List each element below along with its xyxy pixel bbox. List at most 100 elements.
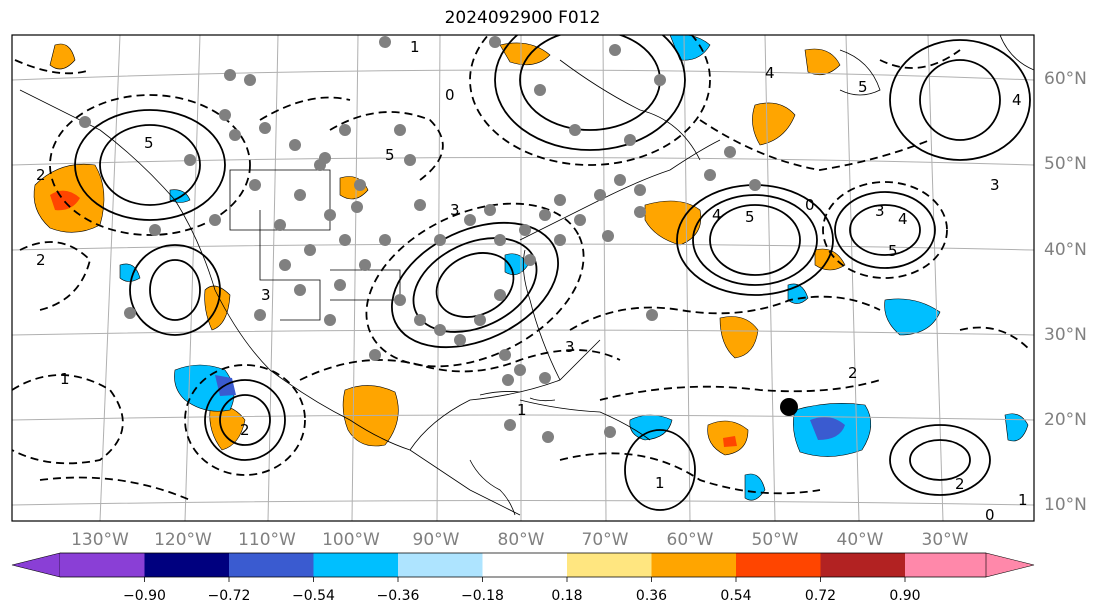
shade-cool xyxy=(884,298,941,336)
colorbar-tick-label: −0.54 xyxy=(292,588,335,604)
lon-label: 40°W xyxy=(837,530,884,550)
contour-label: 0 xyxy=(985,506,995,524)
colorbar-bin xyxy=(60,553,145,577)
contour-label: 4 xyxy=(898,210,908,228)
marker xyxy=(574,214,586,226)
marker xyxy=(634,206,646,218)
marker xyxy=(542,431,554,443)
marker xyxy=(339,234,351,246)
contour-label: 2 xyxy=(848,364,858,382)
colorbar-bin xyxy=(229,553,314,577)
marker xyxy=(394,124,406,136)
shade-cool xyxy=(744,473,766,501)
marker xyxy=(351,201,363,213)
lon-label: 100°W xyxy=(322,530,380,550)
marker xyxy=(434,234,446,246)
contour-label: 1 xyxy=(1018,491,1028,509)
marker xyxy=(324,209,336,221)
marker xyxy=(499,349,511,361)
colorbar-bin xyxy=(820,553,905,577)
marker xyxy=(464,214,476,226)
lon-label: 50°W xyxy=(752,530,799,550)
marker xyxy=(254,309,266,321)
lon-label: 70°W xyxy=(582,530,629,550)
contour-label: 5 xyxy=(888,242,898,260)
colorbar-tick-label: −0.90 xyxy=(123,588,166,604)
marker xyxy=(394,294,406,306)
marker xyxy=(494,289,506,301)
marker xyxy=(624,134,636,146)
shade-warm xyxy=(49,43,76,70)
contour-label: 4 xyxy=(765,64,775,82)
contour-label-layer: 1 2 4 5 0 3 5 4 2 3 5 4 5 1 2 3 4 3 5 0 … xyxy=(36,38,1028,524)
colorbar-bin xyxy=(905,553,986,577)
marker xyxy=(539,372,551,384)
marker xyxy=(334,279,346,291)
colorbar-tick-label: −0.72 xyxy=(208,588,251,604)
marker xyxy=(749,179,761,191)
marker xyxy=(324,314,336,326)
colorbar: −0.90 −0.72 −0.54 −0.36 −0.18 0.18 0.36 … xyxy=(11,552,1035,604)
colorbar-tick-label: −0.18 xyxy=(461,588,504,604)
marker xyxy=(149,224,161,236)
colorbar-tick-label: 0.90 xyxy=(889,588,920,604)
colorbar-bin xyxy=(398,553,483,577)
shade-warm xyxy=(499,42,551,66)
marker xyxy=(484,204,496,216)
lon-label: 30°W xyxy=(922,530,969,550)
storm-position-marker xyxy=(780,398,798,416)
contour-label: 1 xyxy=(517,401,527,419)
marker xyxy=(489,36,501,48)
shade-warm xyxy=(814,248,846,271)
contour-label: 5 xyxy=(745,208,755,226)
marker xyxy=(259,122,271,134)
marker xyxy=(504,419,516,431)
marker xyxy=(304,244,316,256)
contour-label: 2 xyxy=(240,421,250,439)
marker xyxy=(534,84,546,96)
marker xyxy=(184,154,196,166)
marker xyxy=(519,224,531,236)
contour-label: 2 xyxy=(955,475,965,493)
contour-label: 5 xyxy=(144,134,154,152)
marker xyxy=(524,254,536,266)
map-title: 2024092900 F012 xyxy=(444,8,601,28)
marker xyxy=(554,234,566,246)
shade-cool-core xyxy=(810,416,845,440)
marker xyxy=(434,324,446,336)
shade-warm-core xyxy=(50,190,80,211)
marker xyxy=(369,349,381,361)
marker xyxy=(569,124,581,136)
marker xyxy=(339,124,351,136)
marker xyxy=(249,179,261,191)
contour-label: 5 xyxy=(858,78,868,96)
colorbar-tick-label: −0.36 xyxy=(377,588,420,604)
lon-label: 80°W xyxy=(498,530,545,550)
lon-label: 130°W xyxy=(71,530,129,550)
shade-warm xyxy=(204,285,231,331)
colorbar-ticks xyxy=(144,577,906,582)
marker xyxy=(319,152,331,164)
marker xyxy=(594,189,606,201)
colorbar-bin xyxy=(482,553,567,577)
marker xyxy=(514,364,526,376)
shade-warm xyxy=(752,102,796,146)
marker xyxy=(539,209,551,221)
marker xyxy=(224,69,236,81)
marker xyxy=(294,189,306,201)
shade-warm xyxy=(804,48,841,76)
marker xyxy=(654,74,666,86)
map-frame xyxy=(11,34,1035,522)
marker xyxy=(724,146,736,158)
coastlines xyxy=(19,35,1034,516)
contour-label: 3 xyxy=(261,286,271,304)
marker xyxy=(602,230,614,242)
colorbar-bin xyxy=(144,553,229,577)
lon-label: 60°W xyxy=(667,530,714,550)
lon-label: 120°W xyxy=(154,530,212,550)
shade-cool xyxy=(1004,413,1029,442)
colorbar-bin xyxy=(736,553,821,577)
marker xyxy=(404,154,416,166)
shade-warm-core xyxy=(723,436,737,447)
marker xyxy=(209,214,221,226)
